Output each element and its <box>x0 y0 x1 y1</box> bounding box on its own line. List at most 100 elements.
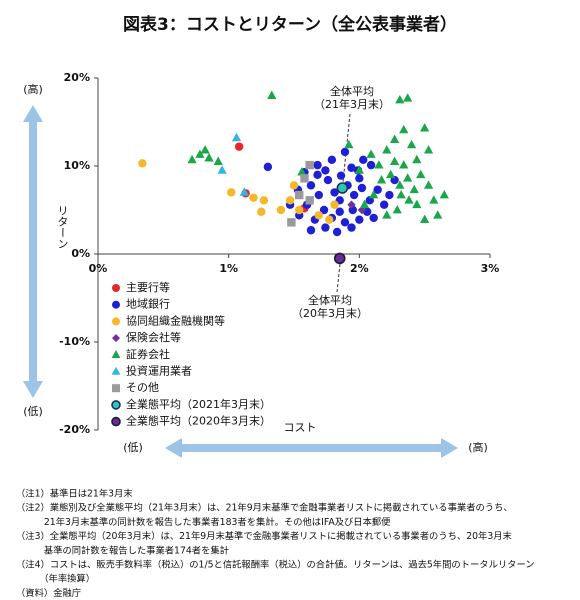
point <box>389 134 400 143</box>
note: （資料）金融庁 <box>16 587 81 599</box>
legend-label: 地域銀行 <box>126 297 170 311</box>
x-arrow <box>165 438 458 458</box>
point <box>336 182 349 194</box>
y-tick-label: -10% <box>59 335 90 348</box>
y-high-label: (高) <box>23 82 43 96</box>
point <box>306 181 316 190</box>
point <box>347 200 356 209</box>
point <box>385 190 394 200</box>
point <box>323 175 333 185</box>
point <box>382 210 392 219</box>
point <box>357 183 367 193</box>
legend-label: 協同組織金融機関等 <box>126 313 225 327</box>
point <box>313 160 322 170</box>
point <box>404 195 414 204</box>
point <box>336 171 346 180</box>
note: 21年3月末基準の同計数を報告した事業者183者を集計。その他はIFA及び日本郵… <box>16 516 390 528</box>
point <box>382 145 392 154</box>
point <box>321 223 330 232</box>
point <box>325 215 334 224</box>
point <box>259 196 269 205</box>
point <box>340 218 350 227</box>
point <box>327 155 337 165</box>
annotation: 全体平均 <box>330 84 374 98</box>
legend-marker <box>112 284 120 292</box>
note: （注2）業態別及び全業態平均（21年3月末）は、21年9月末基準で金融事業者リス… <box>16 502 513 514</box>
point <box>406 139 417 149</box>
point <box>399 160 409 169</box>
point <box>374 160 384 169</box>
point <box>389 156 400 165</box>
point <box>333 252 346 265</box>
note: （年率換算） <box>16 573 95 585</box>
x-axis-label: コスト <box>284 421 317 434</box>
point <box>395 180 405 189</box>
point <box>420 214 430 224</box>
legend-marker <box>111 350 121 358</box>
point <box>217 165 227 174</box>
note: 基準の同計数を報告した事業者174者を集計 <box>16 544 229 556</box>
note: （注1）基準日は21年3月末 <box>16 488 133 500</box>
point <box>347 163 356 172</box>
point <box>409 184 419 194</box>
point <box>330 200 339 209</box>
point <box>306 226 316 235</box>
legend-label: 保険会社等 <box>126 330 181 344</box>
legend-marker <box>112 384 120 393</box>
legend-marker <box>111 400 121 410</box>
point <box>392 204 402 214</box>
y-low-label: (低) <box>23 405 43 418</box>
point <box>332 227 342 237</box>
point <box>295 205 304 215</box>
point <box>297 167 307 176</box>
x-tick-label: 2% <box>350 262 369 275</box>
point <box>276 205 286 215</box>
point <box>423 145 434 154</box>
legend-marker <box>112 300 120 309</box>
y-tick-label: -20% <box>59 423 90 436</box>
point <box>416 169 426 179</box>
point <box>423 180 434 189</box>
x-high-label: (高) <box>468 440 488 454</box>
legend-label: 全業態平均（2021年3月末） <box>126 397 271 411</box>
annotation: （20年3月末） <box>292 306 368 320</box>
point <box>263 162 273 172</box>
point <box>396 190 406 199</box>
y-tick-label: 10% <box>64 159 90 172</box>
point <box>399 124 409 134</box>
point <box>285 196 295 205</box>
point <box>366 160 376 170</box>
annotation-line <box>336 263 341 293</box>
point <box>355 174 364 183</box>
point <box>257 207 266 216</box>
point <box>267 90 277 99</box>
point <box>373 185 382 194</box>
chart-title: 図表3：コストとリターン（全公表事業者） <box>123 14 457 35</box>
y-tick-label: 0% <box>71 247 90 260</box>
point <box>321 166 330 175</box>
annotation-line <box>342 113 351 183</box>
point <box>379 200 389 209</box>
annotation: 全体平均 <box>308 293 352 307</box>
legend-label: 全業態平均（2020年3月末） <box>126 414 271 428</box>
point <box>403 173 413 182</box>
legend-label: 投資運用業者 <box>126 364 192 378</box>
point <box>289 181 299 190</box>
legend-marker <box>111 416 121 427</box>
point <box>347 223 356 232</box>
point <box>355 215 364 224</box>
y-axis-label: リターン <box>56 205 69 249</box>
y-tick-label: 20% <box>64 71 90 84</box>
point <box>234 142 244 151</box>
point <box>412 199 422 209</box>
point <box>369 190 379 199</box>
point <box>359 199 370 209</box>
point <box>330 188 339 197</box>
point <box>300 174 309 183</box>
legend-label: その他 <box>126 381 159 394</box>
point <box>354 165 364 174</box>
point <box>138 159 147 168</box>
x-tick-label: 0% <box>89 262 108 275</box>
x-tick-label: 3% <box>481 262 500 275</box>
